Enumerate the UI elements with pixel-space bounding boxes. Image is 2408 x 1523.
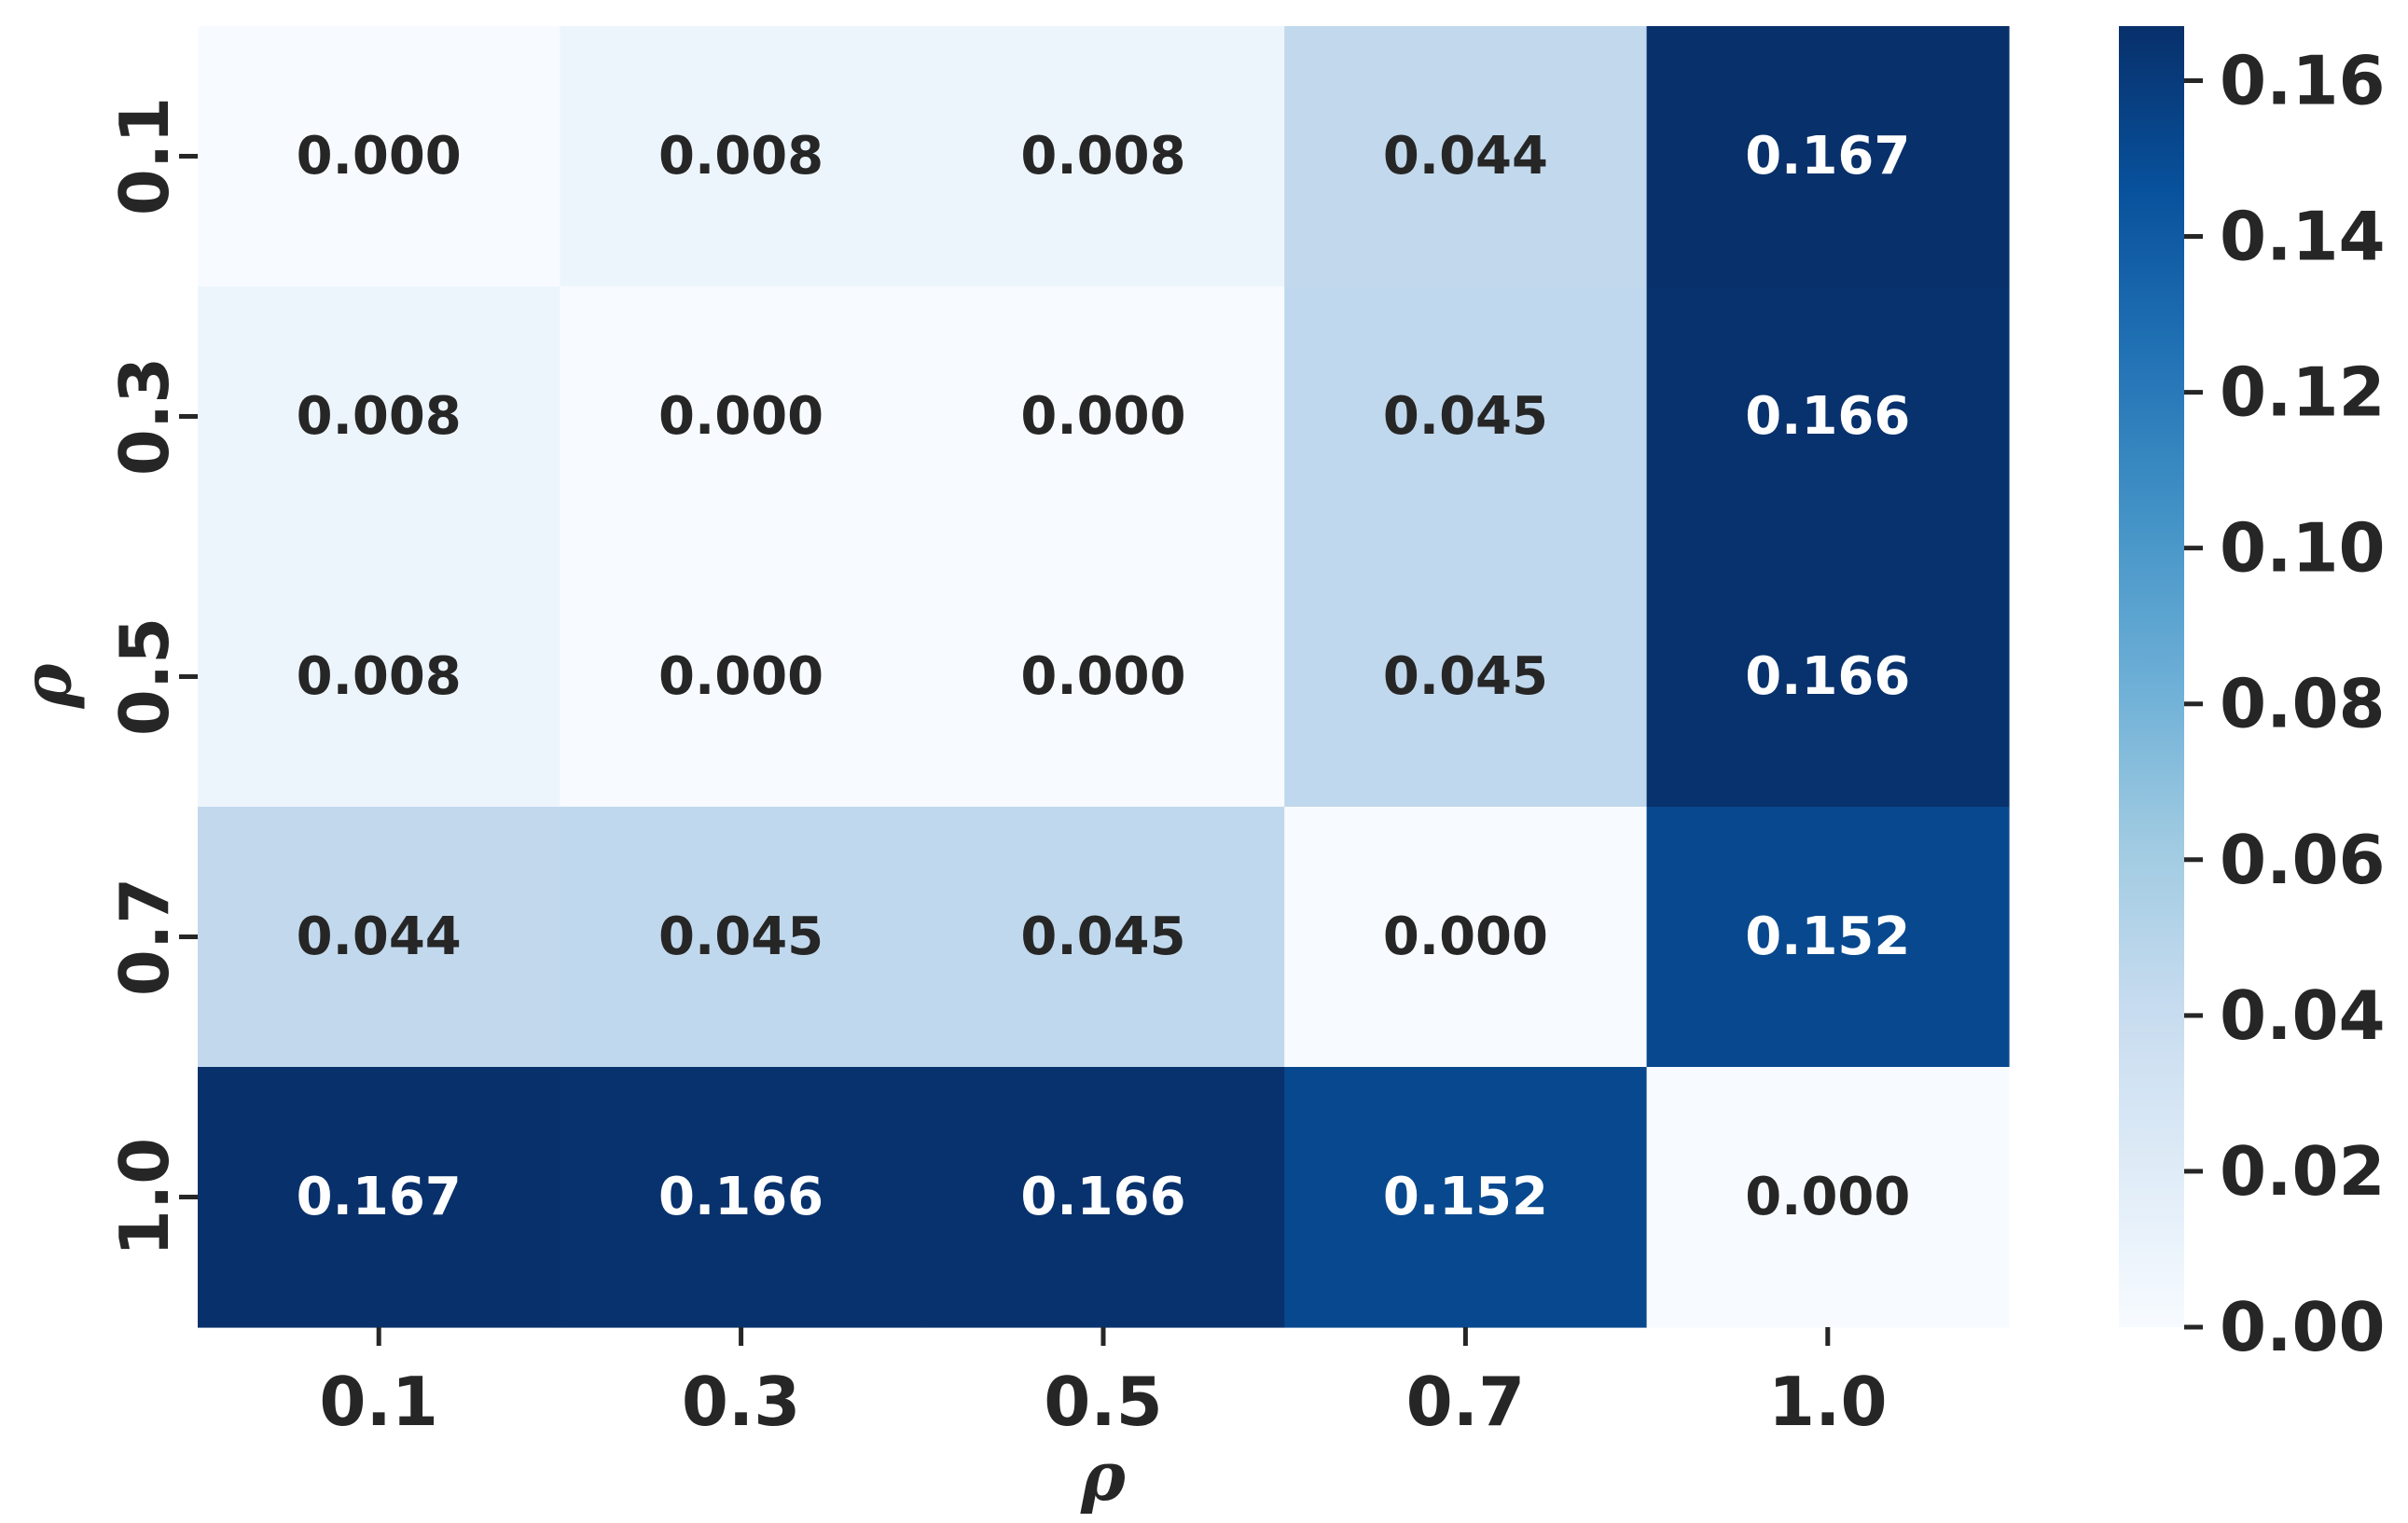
heatmap-cell xyxy=(1284,1067,1648,1328)
heatmap-cell xyxy=(921,807,1285,1068)
heatmap-cell xyxy=(921,26,1285,287)
heatmap-cell xyxy=(560,807,923,1068)
cell-value-label: 0.000 xyxy=(658,646,823,707)
colorbar-tick-label: 0.06 xyxy=(2220,821,2386,899)
heatmap-cell xyxy=(921,286,1285,547)
heatmap-cell xyxy=(560,286,923,547)
cell-value-label: 0.045 xyxy=(1383,386,1548,447)
x-axis-label: ρ xyxy=(1080,1436,1127,1516)
heatmap-cell xyxy=(560,547,923,808)
x-tick-label: 0.5 xyxy=(1044,1363,1163,1441)
cell-value-label: 0.008 xyxy=(658,126,823,187)
cell-value-label: 0.045 xyxy=(1020,907,1185,967)
x-tick-label: 0.1 xyxy=(319,1363,438,1441)
cell-value-label: 0.166 xyxy=(1020,1167,1185,1227)
x-tick-label: 1.0 xyxy=(1768,1363,1888,1441)
y-axis-ticks: 0.1 0.3 0.5 0.7 1.0 xyxy=(105,97,198,1257)
cell-value-label: 0.167 xyxy=(297,1167,462,1227)
x-tick-label: 0.7 xyxy=(1406,1363,1526,1441)
cell-value-label: 0.000 xyxy=(1020,646,1185,707)
colorbar-tick-label: 0.00 xyxy=(2220,1288,2386,1366)
colorbar-tick-label: 0.04 xyxy=(2220,976,2386,1055)
heatmap-cell-labels: 0.000 0.008 0.008 0.044 0.167 0.008 0.000 0.000… xyxy=(297,126,1911,1227)
cell-value-label: 0.008 xyxy=(297,646,462,707)
colorbar-tick-label: 0.12 xyxy=(2220,353,2386,432)
cell-value-label: 0.000 xyxy=(658,386,823,447)
cell-value-label: 0.152 xyxy=(1383,1167,1548,1227)
colorbar-gradient xyxy=(2119,26,2184,1327)
heatmap-cell xyxy=(198,807,560,1068)
colorbar: 0.00 0.02 0.04 0.06 0.08 0.10 0.12 0.14 0.16 xyxy=(2119,26,2386,1366)
heatmap-cell xyxy=(1284,286,1648,547)
heatmap-cell xyxy=(1646,286,2010,547)
cell-value-label: 0.166 xyxy=(1745,646,1910,707)
cell-value-label: 0.044 xyxy=(1383,126,1548,187)
heatmap-cell xyxy=(921,547,1285,808)
cell-value-label: 0.044 xyxy=(297,907,462,967)
heatmap-cell xyxy=(1284,26,1648,287)
colorbar-tick-label: 0.14 xyxy=(2220,198,2386,276)
cell-value-label: 0.000 xyxy=(1020,386,1185,447)
heatmap-cell xyxy=(1646,807,2010,1068)
cell-value-label: 0.000 xyxy=(1745,1167,1910,1227)
y-axis-label: ρ xyxy=(7,662,87,709)
cell-value-label: 0.000 xyxy=(297,126,462,187)
colorbar-tick-label: 0.10 xyxy=(2220,509,2386,588)
cell-value-label: 0.008 xyxy=(297,386,462,447)
colorbar-tick-label: 0.16 xyxy=(2220,41,2386,119)
heatmap-cell xyxy=(198,1067,560,1328)
y-tick-label: 0.3 xyxy=(105,357,184,477)
heatmap-cell xyxy=(1646,26,2010,287)
cell-value-label: 0.152 xyxy=(1745,907,1910,967)
cell-value-label: 0.008 xyxy=(1020,126,1185,187)
cell-value-label: 0.166 xyxy=(1745,386,1910,447)
heatmap-cell xyxy=(1646,547,2010,808)
cell-value-label: 0.045 xyxy=(658,907,823,967)
colorbar-tick-label: 0.08 xyxy=(2220,665,2386,743)
heatmap-cell xyxy=(560,1067,923,1328)
x-axis-ticks: 0.1 0.3 0.5 0.7 1.0 xyxy=(319,1327,1888,1441)
colorbar-tick-label: 0.02 xyxy=(2220,1132,2386,1211)
y-tick-label: 0.5 xyxy=(105,617,184,737)
heatmap-cell xyxy=(1284,807,1648,1068)
heatmap-cell xyxy=(198,26,560,287)
heatmap-cell xyxy=(198,547,560,808)
y-tick-label: 0.7 xyxy=(105,878,184,997)
heatmap-cell xyxy=(560,26,923,287)
y-tick-label: 0.1 xyxy=(105,97,184,216)
heatmap-cell xyxy=(198,286,560,547)
x-tick-label: 0.3 xyxy=(682,1363,801,1441)
heatmap-cell xyxy=(921,1067,1285,1328)
heatmap-cell xyxy=(1284,547,1648,808)
cell-value-label: 0.045 xyxy=(1383,646,1548,707)
heatmap-cell xyxy=(1646,1067,2010,1328)
cell-value-label: 0.167 xyxy=(1745,126,1910,187)
cell-value-label: 0.166 xyxy=(658,1167,823,1227)
y-tick-label: 1.0 xyxy=(105,1138,184,1257)
cell-value-label: 0.000 xyxy=(1383,907,1548,967)
heatmap-cells xyxy=(198,26,2010,1328)
